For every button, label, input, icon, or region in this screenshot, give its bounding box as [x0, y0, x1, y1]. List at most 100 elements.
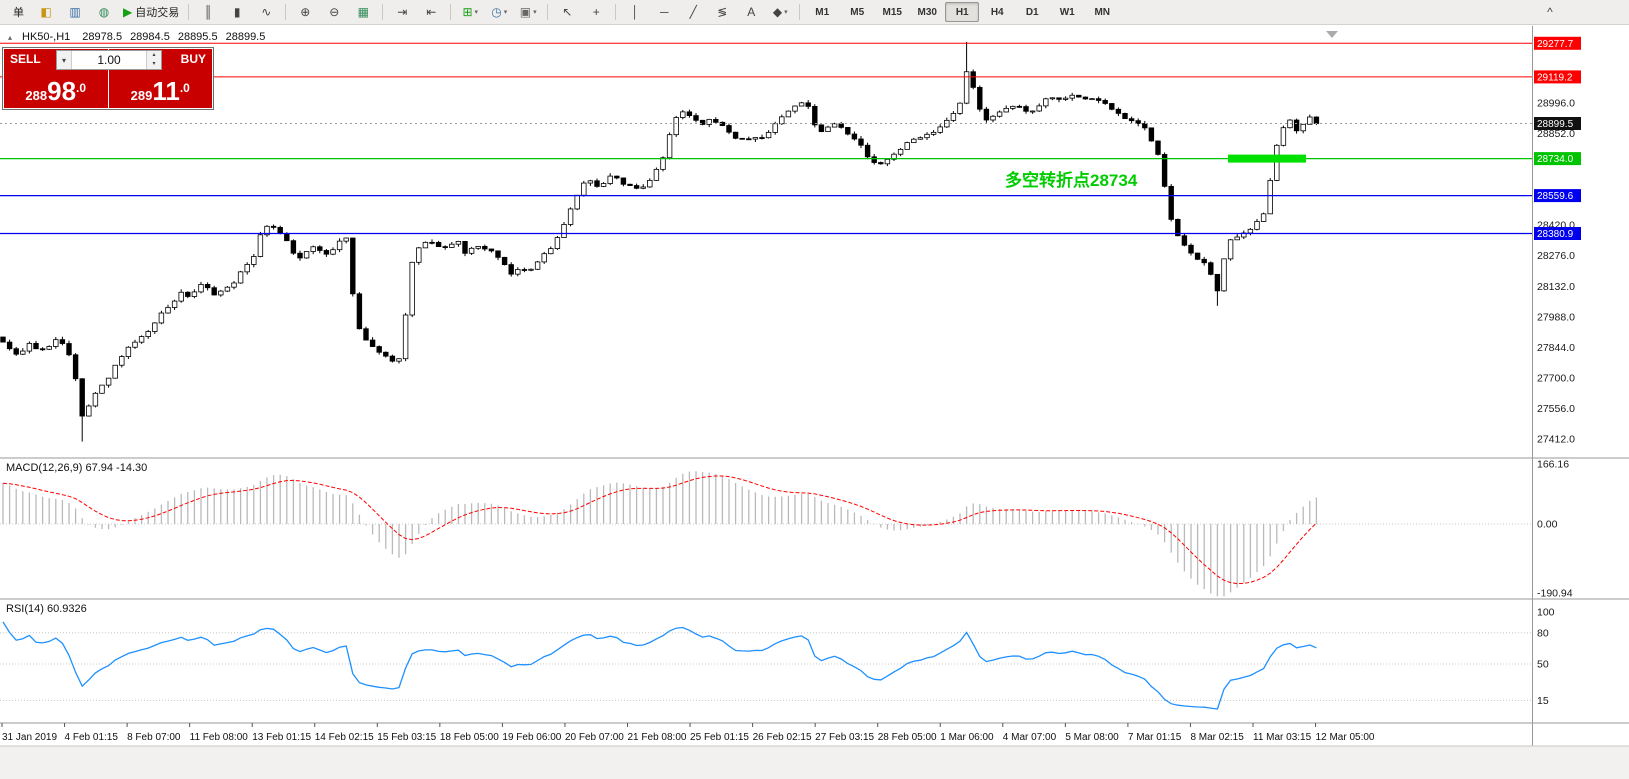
- chart-window-icon: ▴: [8, 33, 12, 42]
- time-axis[interactable]: 31 Jan 2019 4 Feb 01:15 8 Feb 07:00 11 Feb …: [1, 723, 1375, 743]
- volume-dropdown-button[interactable]: ▾: [57, 51, 72, 69]
- zoom-in-icon[interactable]: ⊕: [300, 5, 311, 19]
- toolbar-separator: [799, 4, 801, 20]
- horizontal-lines[interactable]: [0, 42, 1532, 235]
- timeframe-m1-button[interactable]: M1: [815, 6, 830, 18]
- svg-text:28132.0: 28132.0: [1537, 281, 1575, 293]
- candlestick-chart-icon[interactable]: ▮: [233, 5, 241, 19]
- timeframe-h1-button[interactable]: H1: [945, 2, 980, 22]
- buy-price: 28911.0: [130, 76, 190, 106]
- svg-text:27556.0: 27556.0: [1537, 403, 1575, 415]
- cursor-icon[interactable]: ↖: [562, 5, 573, 19]
- svg-text:28852.0: 28852.0: [1537, 128, 1575, 140]
- volume-decrease-button[interactable]: ▾: [147, 60, 161, 69]
- svg-text:29277.7: 29277.7: [1537, 39, 1574, 50]
- price-tag: [1534, 226, 1581, 240]
- indicators-icon[interactable]: ⊞ ▾: [462, 5, 479, 19]
- chart-info-line: HK50-,H1 28978.5 28984.5 28895.5 28899.5: [22, 31, 265, 43]
- svg-text:27988.0: 27988.0: [1537, 311, 1575, 323]
- svg-text:28 Feb 05:00: 28 Feb 05:00: [878, 732, 937, 743]
- rsi-label: RSI(14) 60.9326: [6, 603, 87, 615]
- vertical-line-icon[interactable]: │: [631, 5, 639, 19]
- svg-text:28734.0: 28734.0: [1537, 154, 1574, 165]
- buy-label: BUY: [180, 52, 206, 66]
- svg-text:15: 15: [1537, 695, 1549, 707]
- svg-text:8 Mar 02:15: 8 Mar 02:15: [1190, 732, 1244, 743]
- toolbar-separator: [382, 4, 384, 20]
- toolbar-separator: [285, 4, 287, 20]
- toolbar-separator: [547, 4, 549, 20]
- zoom-out-icon[interactable]: ⊖: [329, 5, 340, 19]
- chart-shift-icon[interactable]: ⇤: [426, 5, 437, 19]
- rsi-line: [2, 621, 1317, 710]
- svg-text:15 Feb 03:15: 15 Feb 03:15: [377, 732, 436, 743]
- toolbar-collapse-button[interactable]: ^: [1547, 5, 1553, 19]
- new-chart-icon[interactable]: ◧: [40, 5, 52, 19]
- sell-label: SELL: [10, 52, 41, 66]
- navigator-icon[interactable]: ◍: [98, 5, 110, 19]
- timeframe-m30-button[interactable]: M30: [917, 6, 937, 18]
- trendline-icon[interactable]: ╱: [689, 5, 697, 19]
- svg-text:26 Feb 02:15: 26 Feb 02:15: [753, 732, 812, 743]
- timeframe-mn-button[interactable]: MN: [1094, 6, 1111, 18]
- timeframe-h4-button[interactable]: H4: [990, 6, 1004, 18]
- chart-frame: [0, 26, 1629, 779]
- horizontal-line-icon[interactable]: ─: [659, 5, 669, 19]
- svg-text:100: 100: [1537, 607, 1555, 619]
- svg-text:28276.0: 28276.0: [1537, 250, 1575, 262]
- dropdown-caret-icon: ▾: [533, 9, 537, 16]
- svg-text:27700.0: 27700.0: [1537, 372, 1575, 384]
- svg-text:166.16: 166.16: [1537, 458, 1569, 470]
- svg-text:11 Feb 08:00: 11 Feb 08:00: [190, 732, 249, 743]
- svg-text:28996.0: 28996.0: [1537, 98, 1575, 110]
- svg-text:11 Mar 03:15: 11 Mar 03:15: [1253, 732, 1312, 743]
- price-tag: [1534, 36, 1581, 50]
- svg-text:27412.0: 27412.0: [1537, 434, 1575, 446]
- volume-input[interactable]: [72, 51, 146, 69]
- svg-text:0.00: 0.00: [1537, 519, 1558, 531]
- price-axis[interactable]: 28996.028852.028420.028276.028132.027988…: [1534, 36, 1581, 446]
- auto-scroll-icon[interactable]: ⇥: [397, 5, 408, 19]
- price-tag: [1534, 189, 1581, 203]
- svg-text:7 Mar 01:15: 7 Mar 01:15: [1128, 732, 1182, 743]
- one-click-trading-widget: SELL 28898.0 BUY 28911.0 ▾ ▴ ▾: [2, 47, 214, 110]
- toolbar-separator: [188, 4, 190, 20]
- fibonacci-icon[interactable]: ≶: [717, 5, 728, 19]
- svg-text:28899.5: 28899.5: [1537, 119, 1574, 130]
- crosshair-icon[interactable]: +: [592, 5, 600, 19]
- price-tag: [1534, 152, 1581, 166]
- timeframe-m5-button[interactable]: M5: [850, 6, 865, 18]
- sell-price: 28898.0: [25, 76, 87, 106]
- svg-text:21 Feb 08:00: 21 Feb 08:00: [628, 732, 687, 743]
- shapes-icon[interactable]: ◆ ▾: [772, 5, 788, 19]
- toolbar: 单 ◧ ▥ ◍ ▶ 自动交易 ║ ▮ ∿ ⊕ ⊖ ▦ ⇥ ⇤ ⊞ ▾ ◷ ▾ ▣ ▾ ↖ + │ ─ ╱ ≶ A ◆ ▾ M1 M5 M15 M…: [0, 0, 1629, 25]
- market-watch-icon[interactable]: ▥: [69, 5, 81, 19]
- autotrading-button[interactable]: ▶ 自动交易: [123, 5, 180, 19]
- highlight-segment[interactable]: [1228, 154, 1306, 163]
- svg-text:14 Feb 02:15: 14 Feb 02:15: [315, 732, 374, 743]
- templates-icon[interactable]: ▣ ▾: [519, 5, 537, 19]
- line-chart-icon[interactable]: ∿: [261, 5, 272, 19]
- text-icon[interactable]: A: [747, 5, 756, 19]
- order-button[interactable]: 单: [13, 7, 24, 19]
- volume-increase-button[interactable]: ▴: [147, 51, 161, 60]
- chart-shift-marker-icon: [1326, 31, 1338, 38]
- svg-text:18 Feb 05:00: 18 Feb 05:00: [440, 732, 499, 743]
- price-tag: [1534, 70, 1581, 84]
- bar-chart-icon[interactable]: ║: [203, 5, 213, 19]
- timeframe-m15-button[interactable]: M15: [882, 6, 902, 18]
- svg-text:8 Feb 07:00: 8 Feb 07:00: [127, 732, 181, 743]
- price-tag: [1534, 117, 1581, 131]
- tile-windows-icon[interactable]: ▦: [357, 5, 369, 19]
- macd-panel: 166.16 0.00 -190.94: [0, 458, 1573, 599]
- svg-text:27844.0: 27844.0: [1537, 342, 1575, 354]
- svg-text:28559.6: 28559.6: [1537, 191, 1574, 202]
- rsi-panel: 100 80 50 15: [0, 607, 1555, 710]
- periods-icon[interactable]: ◷ ▾: [491, 5, 508, 19]
- volume-control: ▾ ▴ ▾: [56, 50, 162, 70]
- timeframe-w1-button[interactable]: W1: [1059, 6, 1075, 18]
- timeframe-d1-button[interactable]: D1: [1025, 6, 1039, 18]
- annotation-text: 多空转折点28734: [1005, 170, 1138, 190]
- svg-text:50: 50: [1537, 659, 1549, 671]
